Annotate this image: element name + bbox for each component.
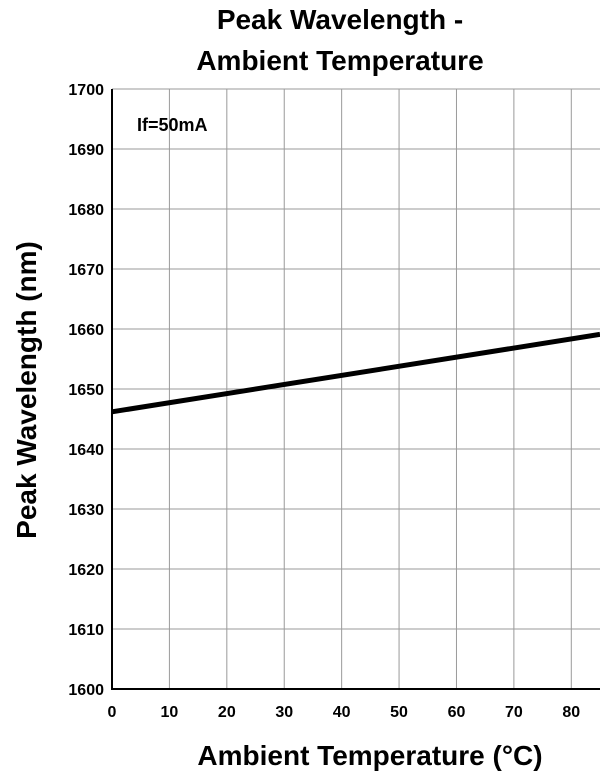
y-tick-label: 1620	[68, 562, 104, 579]
x-tick-label: 0	[108, 704, 117, 721]
x-tick-label: 80	[562, 704, 580, 721]
x-tick-label: 10	[161, 704, 179, 721]
series-line-0	[111, 331, 600, 415]
y-tick-label: 1660	[68, 322, 104, 339]
y-tick-label: 1630	[68, 502, 104, 519]
series-layer	[111, 331, 600, 415]
x-tick-label: 50	[390, 704, 408, 721]
annotation-label: If=50mA	[137, 115, 208, 135]
y-tick-label: 1640	[68, 442, 104, 459]
y-tick-label: 1650	[68, 382, 104, 399]
x-tick-label: 40	[333, 704, 351, 721]
y-axis-title: Peak Wavelength (nm)	[11, 241, 42, 539]
y-tick-label: 1670	[68, 262, 104, 279]
x-tick-label: 60	[448, 704, 466, 721]
y-tick-label: 1690	[68, 142, 104, 159]
chart-title-line-2: Ambient Temperature	[196, 45, 483, 76]
chart-title-line-1: Peak Wavelength -	[217, 4, 463, 35]
y-tick-label: 1680	[68, 202, 104, 219]
x-tick-label: 20	[218, 704, 236, 721]
y-tick-label: 1700	[68, 82, 104, 99]
x-tick-label: 30	[275, 704, 293, 721]
axes	[111, 89, 600, 690]
x-tick-label: 70	[505, 704, 523, 721]
x-axis-title: Ambient Temperature (°C)	[197, 740, 542, 771]
y-tick-label: 1610	[68, 622, 104, 639]
tick-labels: 1600 1610 1620 1630 1640 1650 1660 1670 1680 1690…	[68, 82, 580, 721]
grid	[112, 88, 600, 689]
y-tick-label: 1600	[68, 682, 104, 699]
